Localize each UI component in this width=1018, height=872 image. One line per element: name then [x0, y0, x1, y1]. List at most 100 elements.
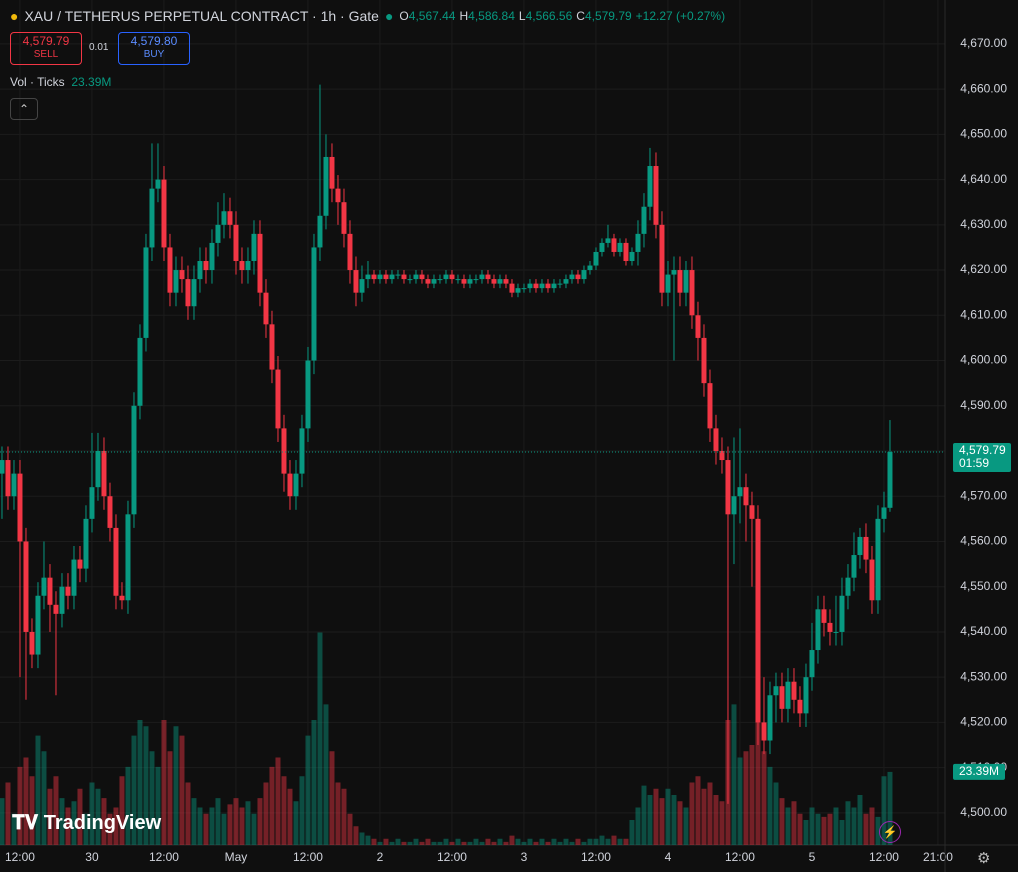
volume-bar	[731, 704, 737, 845]
buy-button[interactable]: 4,579.80 BUY	[118, 32, 190, 65]
volume-bar	[401, 841, 407, 845]
legend-change: +12.27 (+0.27%)	[635, 9, 726, 23]
candle-body	[395, 274, 401, 276]
candle-body	[407, 279, 413, 281]
candle-body	[725, 460, 731, 515]
candle-body	[131, 405, 137, 515]
candle-body	[659, 224, 665, 293]
candle-body	[467, 279, 473, 284]
x-tick-label: 30	[85, 850, 99, 864]
volume-bar	[221, 813, 227, 845]
candle-body	[89, 487, 95, 519]
alert-icon[interactable]: ⚡	[879, 821, 901, 843]
candle-body	[293, 473, 299, 497]
candle-body	[311, 247, 317, 361]
volume-bar	[755, 676, 761, 845]
sell-button[interactable]: 4,579.79 SELL	[10, 32, 82, 65]
x-tick-label: 4	[665, 850, 672, 864]
collapse-button[interactable]: ⌃	[10, 98, 38, 120]
volume-bar	[821, 816, 827, 845]
volume-bar	[449, 841, 455, 845]
candle-body	[641, 206, 647, 234]
candle-body	[383, 274, 389, 280]
volume-bar	[113, 807, 119, 845]
candle-body	[263, 292, 269, 325]
candle-body	[389, 274, 395, 280]
settings-icon[interactable]: ⚙	[977, 850, 991, 867]
volume-bar	[557, 841, 563, 845]
candle-body	[11, 473, 17, 497]
volume-bar	[845, 801, 851, 845]
candle-body	[107, 496, 113, 528]
volume-bar	[551, 838, 557, 845]
y-tick-label: 4,500.00	[960, 805, 1007, 819]
header: ● XAU / TETHERUS PERPETUAL CONTRACT · 1h…	[10, 8, 725, 24]
y-tick-label: 4,610.00	[960, 307, 1007, 321]
candle-body	[539, 283, 545, 289]
volume-bar	[137, 720, 143, 845]
volume-bar	[353, 826, 359, 845]
candle-body	[785, 681, 791, 709]
volume-bar	[749, 745, 755, 845]
candle-body	[779, 686, 785, 709]
volume-bar	[167, 751, 173, 845]
candle-body	[833, 631, 839, 633]
volume-bar	[95, 788, 101, 845]
volume-bar	[815, 813, 821, 845]
legend-key: H	[459, 9, 469, 23]
last-price-label: 4,579.79	[959, 443, 1006, 457]
legend-key: L	[518, 9, 526, 23]
candle-body	[197, 261, 203, 280]
volume-bar	[281, 776, 287, 845]
volume-bar	[41, 751, 47, 845]
candle-body	[377, 274, 383, 280]
volume-bar	[611, 835, 617, 845]
candle-body	[857, 536, 863, 556]
candle-body	[617, 242, 623, 252]
candle-body	[347, 233, 353, 271]
volume-bar	[323, 704, 329, 845]
candle-body	[545, 283, 551, 289]
candle-body	[359, 279, 365, 293]
volume-value: 23.39M	[71, 75, 112, 89]
volume-bar	[437, 841, 443, 845]
y-tick-label: 4,540.00	[960, 624, 1007, 638]
volume-bar	[809, 807, 815, 845]
volume-bar	[527, 838, 533, 845]
volume-bar	[65, 807, 71, 845]
candle-body	[761, 722, 767, 741]
volume-bar	[791, 801, 797, 845]
candle-body	[299, 428, 305, 474]
volume-bar	[311, 720, 317, 845]
volume-legend: Vol · Ticks 23.39M	[10, 75, 111, 89]
volume-bar	[149, 751, 155, 845]
volume-bar	[209, 807, 215, 845]
volume-bar	[839, 820, 845, 845]
legend-value: 4,566.56	[525, 9, 573, 23]
volume-bar	[629, 820, 635, 845]
candle-body	[887, 451, 893, 508]
volume-bar	[719, 801, 725, 845]
candle-body	[443, 274, 449, 280]
volume-bar	[665, 788, 671, 845]
volume-bar	[347, 813, 353, 845]
candle-body	[29, 631, 35, 655]
candle-body	[473, 279, 479, 281]
volume-bar	[143, 726, 149, 845]
volume-bar	[389, 841, 395, 845]
volume-bar	[425, 838, 431, 845]
candle-body	[827, 622, 833, 632]
x-tick-label: 5	[809, 850, 816, 864]
volume-bar	[581, 841, 587, 845]
candle-body	[869, 559, 875, 601]
candle-body	[239, 261, 245, 271]
volume-bar	[503, 841, 509, 845]
volume-bar	[443, 838, 449, 845]
candle-body	[863, 536, 869, 560]
candle-body	[77, 559, 83, 569]
candle-body	[17, 473, 23, 542]
volume-bar	[179, 735, 185, 845]
volume-bar	[653, 788, 659, 845]
volume-bar	[857, 795, 863, 845]
